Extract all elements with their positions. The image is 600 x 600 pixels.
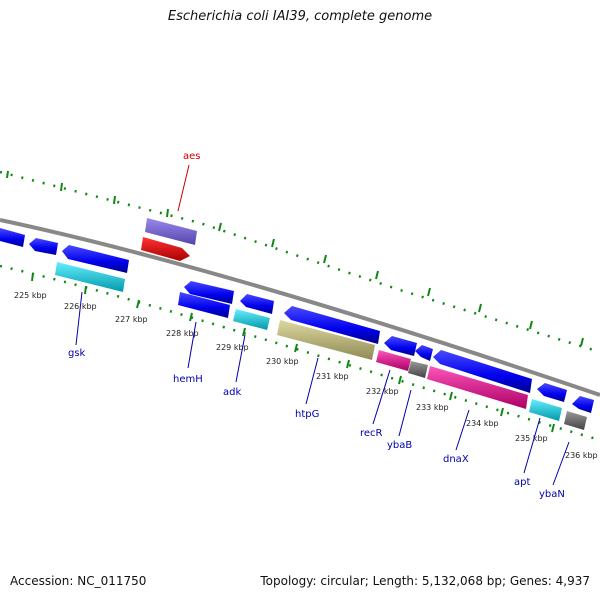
gene-label-dnaX: dnaX [443,454,469,465]
gene-gsk-feature [55,262,125,292]
gene-ybaN-feature [564,411,587,430]
cds-arrow-fwd [240,294,274,314]
gene-label-apt: apt [514,477,530,488]
cds-arrow-fwd [537,383,567,402]
cds-arrow-fwd [384,336,417,356]
tick-label: 230 kbp [266,357,299,366]
leader-aes [177,164,190,212]
gene-label-htpG: htpG [295,409,319,420]
tick-label: 236 kbp [565,451,598,460]
gene-labels: aes gsk hemH adk htpG recR ybaB dnaX apt… [68,151,565,500]
gene-ybaB-feature [408,361,428,378]
gene-htpG-feature [277,320,375,360]
map-title: Escherichia coli IAI39, complete genome [167,9,433,24]
genome-summary: Topology: circular; Length: 5,132,068 bp… [260,574,590,588]
gene-aes-rna-feature [145,218,197,245]
cds-arrow-fwd [572,396,594,413]
cds-arrow-fwd [184,281,234,304]
gene-label-aes: aes [183,151,201,162]
outer-ruler [0,170,600,354]
cds-arrow-fwd [62,245,129,273]
tick-label: 233 kbp [416,403,449,412]
gene-label-ybaB: ybaB [387,440,412,451]
tick-label: 225 kbp [14,291,47,300]
inner-ruler-major-ticks [31,272,555,433]
forward-strand-features [0,218,594,413]
cds-arrow-fwd [0,228,25,247]
gene-apt-feature [529,399,562,421]
gene-label-recR: recR [360,428,383,439]
tick-label: 232 kbp [366,387,399,396]
gene-label-gsk: gsk [68,348,86,359]
tick-label: 228 kbp [166,329,199,338]
accession-label: Accession: NC_011750 [10,574,147,588]
gene-leader-lines [75,164,570,486]
cds-arrow-fwd [415,345,433,361]
leader-gsk [75,291,83,346]
gene-aes-red-feature [141,237,190,261]
gene-label-hemH: hemH [173,374,203,385]
leader-recR [372,369,391,425]
genome-backbone [0,218,600,397]
tick-label: 229 kbp [216,343,249,352]
tick-label: 235 kbp [515,434,548,443]
leader-ybaN [552,441,570,486]
gene-dnaX-feature [427,366,528,409]
leader-ybaB [398,389,412,437]
gene-label-ybaN: ybaN [539,489,565,500]
gene-hemH-feature [178,292,230,318]
tick-label: 227 kbp [115,315,148,324]
cds-arrow-fwd [433,350,532,393]
inner-ruler [0,264,600,442]
leader-apt [523,417,541,474]
cds-arrow-fwd [29,238,58,255]
reverse-strand-features [55,262,587,430]
outer-ruler-major-ticks [6,170,584,347]
gene-recR-feature [376,350,411,371]
gene-label-adk: adk [223,387,241,398]
inner-ruler-dots [0,264,600,442]
tick-label: 231 kbp [316,372,349,381]
cds-arrow-fwd [284,306,380,344]
gene-adk-feature [233,309,270,330]
leader-dnaX [455,409,470,451]
leader-hemH [187,321,197,369]
leader-adk [235,334,246,383]
tick-label: 234 kbp [466,419,499,428]
leader-htpG [305,357,319,405]
